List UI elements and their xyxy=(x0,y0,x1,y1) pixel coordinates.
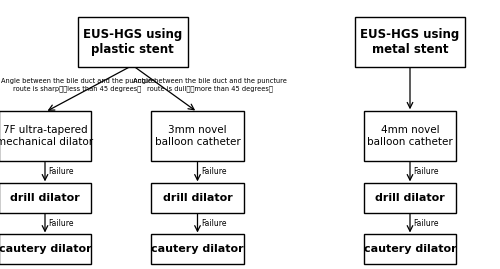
Text: drill dilator: drill dilator xyxy=(10,193,80,203)
Text: Failure: Failure xyxy=(414,167,439,176)
Text: 7F ultra-tapered
mechanical dilator: 7F ultra-tapered mechanical dilator xyxy=(0,125,94,147)
FancyBboxPatch shape xyxy=(78,17,188,67)
Text: Angle between the bile duct and the puncture
route is sharp　（less than 45 degree: Angle between the bile duct and the punc… xyxy=(0,78,154,91)
Text: EUS-HGS using
plastic stent: EUS-HGS using plastic stent xyxy=(83,28,182,56)
FancyBboxPatch shape xyxy=(0,111,91,161)
Text: drill dilator: drill dilator xyxy=(375,193,445,203)
FancyBboxPatch shape xyxy=(364,234,456,264)
Text: EUS-HGS using
metal stent: EUS-HGS using metal stent xyxy=(360,28,460,56)
Text: Angle between the bile duct and the puncture
route is dull　（more than 45 degrees: Angle between the bile duct and the punc… xyxy=(133,78,287,91)
FancyBboxPatch shape xyxy=(151,111,244,161)
FancyBboxPatch shape xyxy=(151,183,244,213)
Text: Failure: Failure xyxy=(201,219,226,228)
Text: Failure: Failure xyxy=(414,219,439,228)
Text: Failure: Failure xyxy=(48,167,74,176)
Text: 4mm novel
balloon catheter: 4mm novel balloon catheter xyxy=(367,125,453,147)
Text: drill dilator: drill dilator xyxy=(162,193,232,203)
FancyBboxPatch shape xyxy=(151,234,244,264)
FancyBboxPatch shape xyxy=(364,183,456,213)
Text: cautery dilator: cautery dilator xyxy=(364,244,456,254)
Text: cautery dilator: cautery dilator xyxy=(151,244,244,254)
Text: cautery dilator: cautery dilator xyxy=(0,244,92,254)
Text: Failure: Failure xyxy=(48,219,74,228)
Text: 3mm novel
balloon catheter: 3mm novel balloon catheter xyxy=(154,125,240,147)
FancyBboxPatch shape xyxy=(364,111,456,161)
FancyBboxPatch shape xyxy=(0,183,91,213)
FancyBboxPatch shape xyxy=(355,17,465,67)
FancyBboxPatch shape xyxy=(0,234,91,264)
Text: Failure: Failure xyxy=(201,167,226,176)
